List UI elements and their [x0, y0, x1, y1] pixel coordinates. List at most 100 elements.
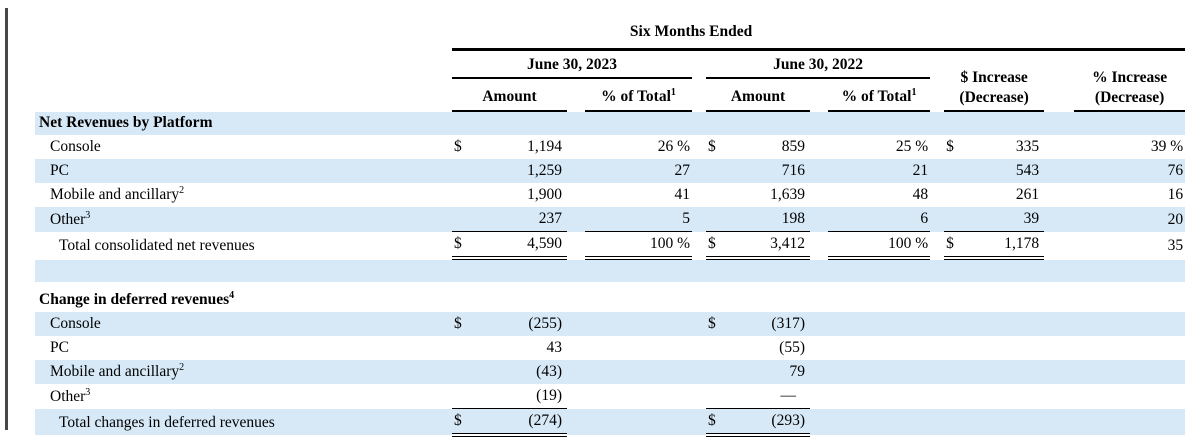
column-gap [930, 232, 944, 259]
column-gap [692, 336, 706, 360]
total-row: Total consolidated net revenues $ 4,590 … [35, 231, 1185, 260]
pct-cell: 100 % [585, 231, 692, 260]
column-gap [567, 384, 585, 409]
section-header-row: Change in deferred revenues4 [35, 289, 1185, 312]
amount-header-2022: Amount [706, 78, 810, 112]
amount-cell: (55) [779, 339, 805, 356]
column-gap [692, 78, 706, 111]
column-gap [810, 183, 828, 207]
currency-cell: $ [944, 231, 965, 260]
column-group-2023: June 30, 2023 [452, 49, 692, 79]
column-gap [944, 312, 965, 336]
row-label: Console [50, 138, 101, 155]
column-gap [585, 384, 692, 409]
pct-cell: 25 % [895, 138, 929, 155]
table-row: PC 43 (55) [35, 336, 1185, 360]
currency-cell: $ [706, 312, 726, 336]
column-gap [567, 207, 585, 232]
currency-cell: $ [452, 231, 472, 260]
spacer-cell [35, 282, 1185, 289]
currency-cell [706, 360, 726, 384]
column-gap [692, 135, 706, 159]
column-gap [1044, 384, 1074, 409]
dollar-increase-line2: (Decrease) [959, 89, 1029, 106]
currency-cell [706, 384, 726, 409]
amount-cell: 1,900 [527, 186, 562, 203]
amount-cell: 543 [964, 159, 1045, 183]
row-label: Other3 [35, 384, 452, 409]
row-label: Mobile and ancillary2 [35, 360, 452, 384]
column-gap [810, 78, 828, 111]
section-title: Change in deferred revenues4 [35, 289, 1185, 312]
column-gap [567, 183, 585, 207]
currency-cell [452, 360, 472, 384]
amount-cell: 335 [1015, 138, 1040, 155]
column-gap [810, 232, 828, 259]
pct-cell: 76 [1074, 159, 1186, 183]
amount-cell: (317) [726, 312, 810, 336]
column-gap [567, 232, 585, 259]
currency-cell: $ [946, 138, 954, 155]
table-row: Mobile and ancillary2 1,900 41 1,639 48 … [35, 183, 1185, 207]
currency-cell: $ [454, 138, 462, 155]
row-label: PC [50, 339, 69, 356]
amount-cell: 43 [546, 339, 563, 356]
column-gap [828, 384, 930, 409]
currency-cell: $ [706, 231, 726, 260]
column-gap [810, 312, 828, 336]
column-gap [1074, 312, 1186, 336]
column-gap [567, 135, 585, 159]
column-gap [810, 336, 828, 360]
column-group-2022: June 30, 2022 [706, 49, 931, 79]
table-row [35, 47, 1186, 51]
column-gap [810, 384, 828, 409]
pct-total-header-2023: % of Total1 [585, 78, 692, 112]
pct-cell: 26 % [657, 138, 690, 155]
column-gap [1044, 159, 1075, 183]
column-gap [692, 207, 706, 232]
row-label-text: Mobile and ancillary [50, 186, 180, 203]
amount-cell: 198 [726, 207, 810, 232]
column-gap [964, 384, 1044, 409]
spacer-row [35, 258, 1186, 282]
row-label-text: Mobile and ancillary [50, 363, 180, 380]
header-spacer [35, 50, 452, 79]
amount-cell: 237 [472, 207, 567, 232]
currency-cell [944, 159, 965, 183]
column-gap [567, 360, 585, 384]
column-gap [930, 336, 944, 360]
pct-total-label: % of Total [841, 88, 912, 105]
column-gap [692, 232, 706, 259]
header-spacer [35, 78, 452, 111]
pct-cell: 16 [1167, 186, 1184, 203]
amount-cell: 261 [1015, 186, 1040, 203]
amount-cell: 79 [726, 360, 810, 384]
column-gap [567, 78, 585, 111]
amount-cell: 1,259 [472, 159, 567, 183]
footnote-ref: 3 [85, 209, 91, 221]
currency-cell [452, 207, 472, 232]
amount-cell: 3,412 [726, 231, 810, 260]
row-label-text: Other [50, 210, 86, 228]
currency-cell [452, 159, 472, 183]
column-gap [930, 312, 945, 336]
row-label: PC [35, 159, 452, 183]
column-gap [692, 312, 706, 336]
column-gap [810, 135, 828, 159]
currency-cell [706, 183, 726, 207]
column-gap [930, 78, 944, 111]
pct-cell: 35 [1167, 237, 1184, 254]
column-gap [930, 135, 944, 159]
amount-cell: 1,639 [770, 186, 805, 203]
amount-cell: 859 [781, 138, 805, 155]
amount-cell: (255) [472, 312, 567, 336]
table-row: Console $ (255) $ (317) [35, 312, 1186, 336]
pct-cell: 41 [674, 186, 691, 203]
table-row: Console $ 1,194 26 % $ 859 25 % $ 335 39… [35, 135, 1185, 159]
column-gap [1074, 384, 1185, 409]
pct-cell: 5 [585, 207, 692, 232]
column-gap [930, 360, 945, 384]
currency-cell [944, 183, 964, 207]
table-row: Other3 237 5 198 6 39 20 [35, 207, 1186, 232]
viewer-edge-bar [5, 8, 8, 430]
